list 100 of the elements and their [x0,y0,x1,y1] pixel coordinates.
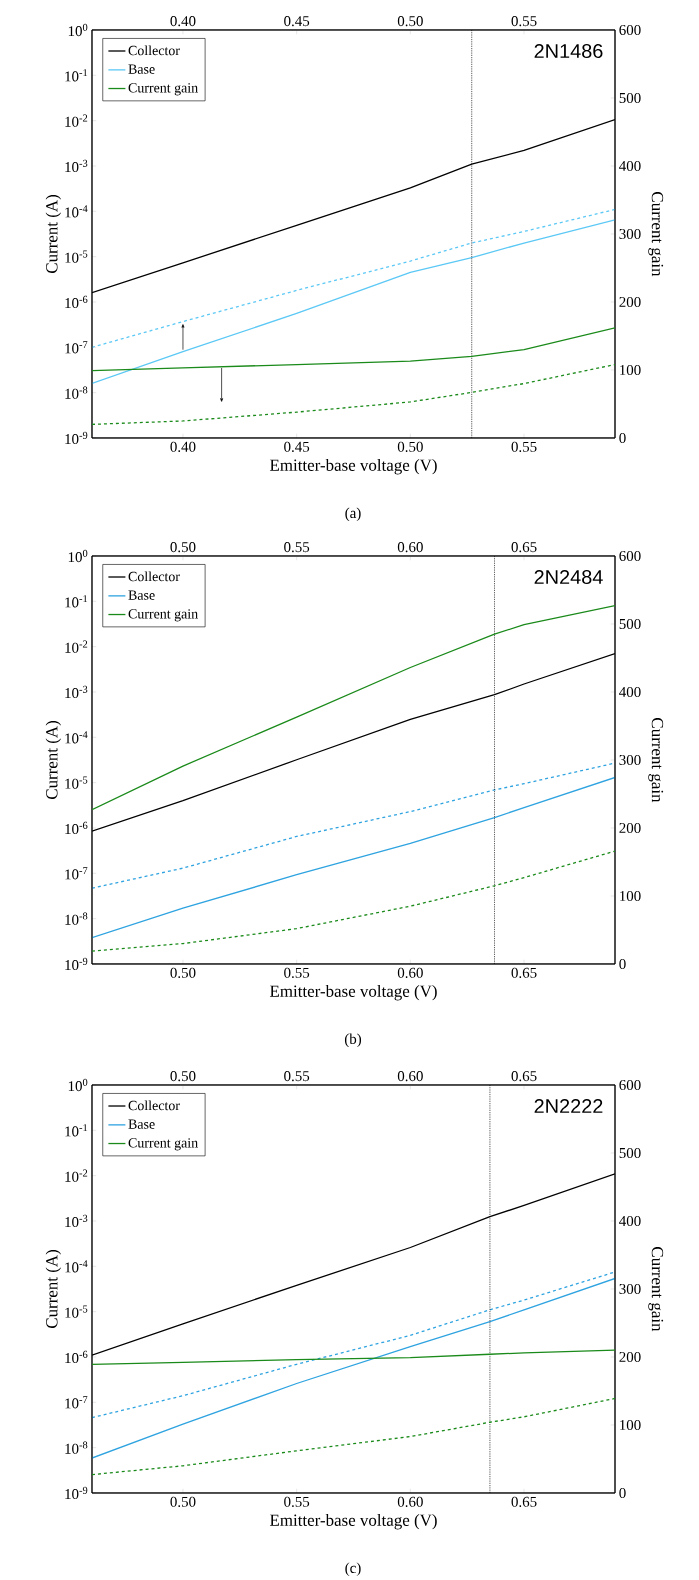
y2-tick-label: 300 [619,754,641,766]
y2-axis-title: Current gain [648,192,664,277]
x2-tick-label: 0.40 [170,16,196,27]
y-tick-label: 10$^{-4}$ [65,731,88,744]
y2-tick-label: 500 [619,618,641,630]
x2-tick-label: 0.50 [397,16,423,27]
line-series [92,208,615,348]
x-tick-label: 0.55 [284,1071,310,1082]
y2-tick-label: 400 [619,1215,641,1227]
y-tick-label: 10$^{-6}$ [65,821,88,835]
y2-tick-label: 400 [619,686,641,698]
y-tick-label: 10$^{-7}$ [65,341,88,354]
y-tick-label: 10$^{-3}$ [65,685,88,699]
y2-tick-label: 200 [619,822,641,834]
y-tick-label: 10$^{-2}$ [65,1169,88,1182]
x-tick-label: 0.60 [397,542,423,553]
line-series [92,327,615,372]
x2-tick-label: 0.55 [511,16,537,27]
annotation: 2N2484 [534,569,603,585]
y2-tick-label: 0 [619,958,626,970]
y-tick-label: 10$^{-8}$ [65,386,88,399]
y-tick-label: 10$^{-8}$ [65,1441,88,1454]
line-series [92,1349,615,1366]
y2-tick-label: 600 [619,550,641,562]
x-tick-label: 0.65 [511,1071,537,1082]
x2-tick-label: 0.65 [511,967,537,978]
y-tick-label: 10$^{-9}$ [65,957,88,971]
y-axis-title: Current (A) [45,721,61,800]
y-tick-label: 10$^{-6}$ [65,295,88,309]
x-tick-label: 0.40 [170,441,196,452]
y2-tick-label: 500 [619,92,641,104]
annotation: 2N1486 [534,43,603,59]
y2-tick-label: 300 [619,228,641,240]
line-series [92,850,615,952]
line-series [92,604,615,811]
y-tick-label: 10$^{-1}$ [65,595,88,608]
y-tick-label: 10$^{0}$ [68,1078,88,1092]
x-tick-label: 0.50 [170,542,196,553]
x-tick-label: 0.50 [170,1071,196,1082]
y2-tick-label: 100 [620,364,641,376]
line-series [92,776,615,939]
y2-tick-label: 0 [619,432,626,444]
y2-tick-label: 400 [619,160,641,172]
legend-label: Current gain [128,1138,198,1151]
y-tick-label: 10$^{-9}$ [65,431,88,445]
x2-tick-label: 0.60 [397,967,423,978]
y-tick-label: 10$^{-3}$ [65,159,88,173]
x2-tick-label: 0.45 [284,16,310,27]
line-series [92,219,615,385]
y-tick-label: 10$^{0}$ [68,23,88,37]
y-axis-title: Current (A) [45,195,61,274]
y-tick-label: 10$^{-2}$ [65,114,88,127]
x2-tick-label: 0.50 [170,967,196,978]
x2-tick-label: 0.50 [170,1496,196,1507]
legend-label: Base [128,1119,155,1129]
y2-tick-label: 200 [619,296,641,308]
line-series [92,1397,615,1476]
x-tick-label: 0.45 [284,441,310,452]
text: (a) [345,507,361,522]
x-tick-label: 0.55 [511,441,537,452]
x-tick-label: 0.55 [284,542,310,553]
y-tick-label: 10$^{-9}$ [65,1486,88,1500]
text: (b) [344,1033,362,1048]
legend-label: Collector [128,1100,180,1111]
y-tick-label: 10$^{-2}$ [65,640,88,653]
y2-tick-label: 100 [620,1419,641,1431]
x-tick-label: 0.60 [397,1071,423,1082]
x-tick-label: 0.65 [511,542,537,553]
y-tick-label: 10$^{-3}$ [65,1214,88,1228]
line-series [92,363,615,426]
y-tick-label: 10$^{-4}$ [65,1260,88,1273]
legend-label: Current gain [128,609,198,622]
y-tick-label: 10$^{-5}$ [65,250,88,263]
y-tick-label: 10$^{-7}$ [65,1396,88,1409]
y2-tick-label: 100 [620,890,641,902]
y2-axis-title: Current gain [648,718,664,803]
legend-label: Base [128,590,155,600]
y2-axis-title: Current gain [648,1247,664,1332]
x2-tick-label: 0.60 [397,1496,423,1507]
y-tick-label: 10$^{-7}$ [65,867,88,880]
legend-label: Base [128,64,155,74]
y-axis-title: Current (A) [45,1250,61,1329]
legend-label: Current gain [128,83,198,96]
y2-tick-label: 300 [619,1283,641,1295]
annotation: 2N2222 [534,1098,603,1113]
y2-tick-label: 600 [619,24,641,36]
y2-tick-label: 600 [619,1079,641,1091]
x-axis-title: Emitter-base voltage (V) [269,984,437,1001]
y2-tick-label: 200 [619,1351,641,1363]
text: (c) [345,1562,361,1577]
y-tick-label: 10$^{-1}$ [65,1124,88,1137]
line-series [92,1277,615,1459]
y-tick-label: 10$^{-4}$ [65,205,88,218]
y2-tick-label: 0 [619,1487,626,1499]
y-tick-label: 10$^{0}$ [68,549,88,563]
x2-tick-label: 0.55 [284,1496,310,1507]
x2-tick-label: 0.65 [511,1496,537,1507]
y-tick-label: 10$^{-5}$ [65,776,88,789]
x-axis-title: Emitter-base voltage (V) [269,458,437,475]
y-tick-label: 10$^{-8}$ [65,912,88,925]
